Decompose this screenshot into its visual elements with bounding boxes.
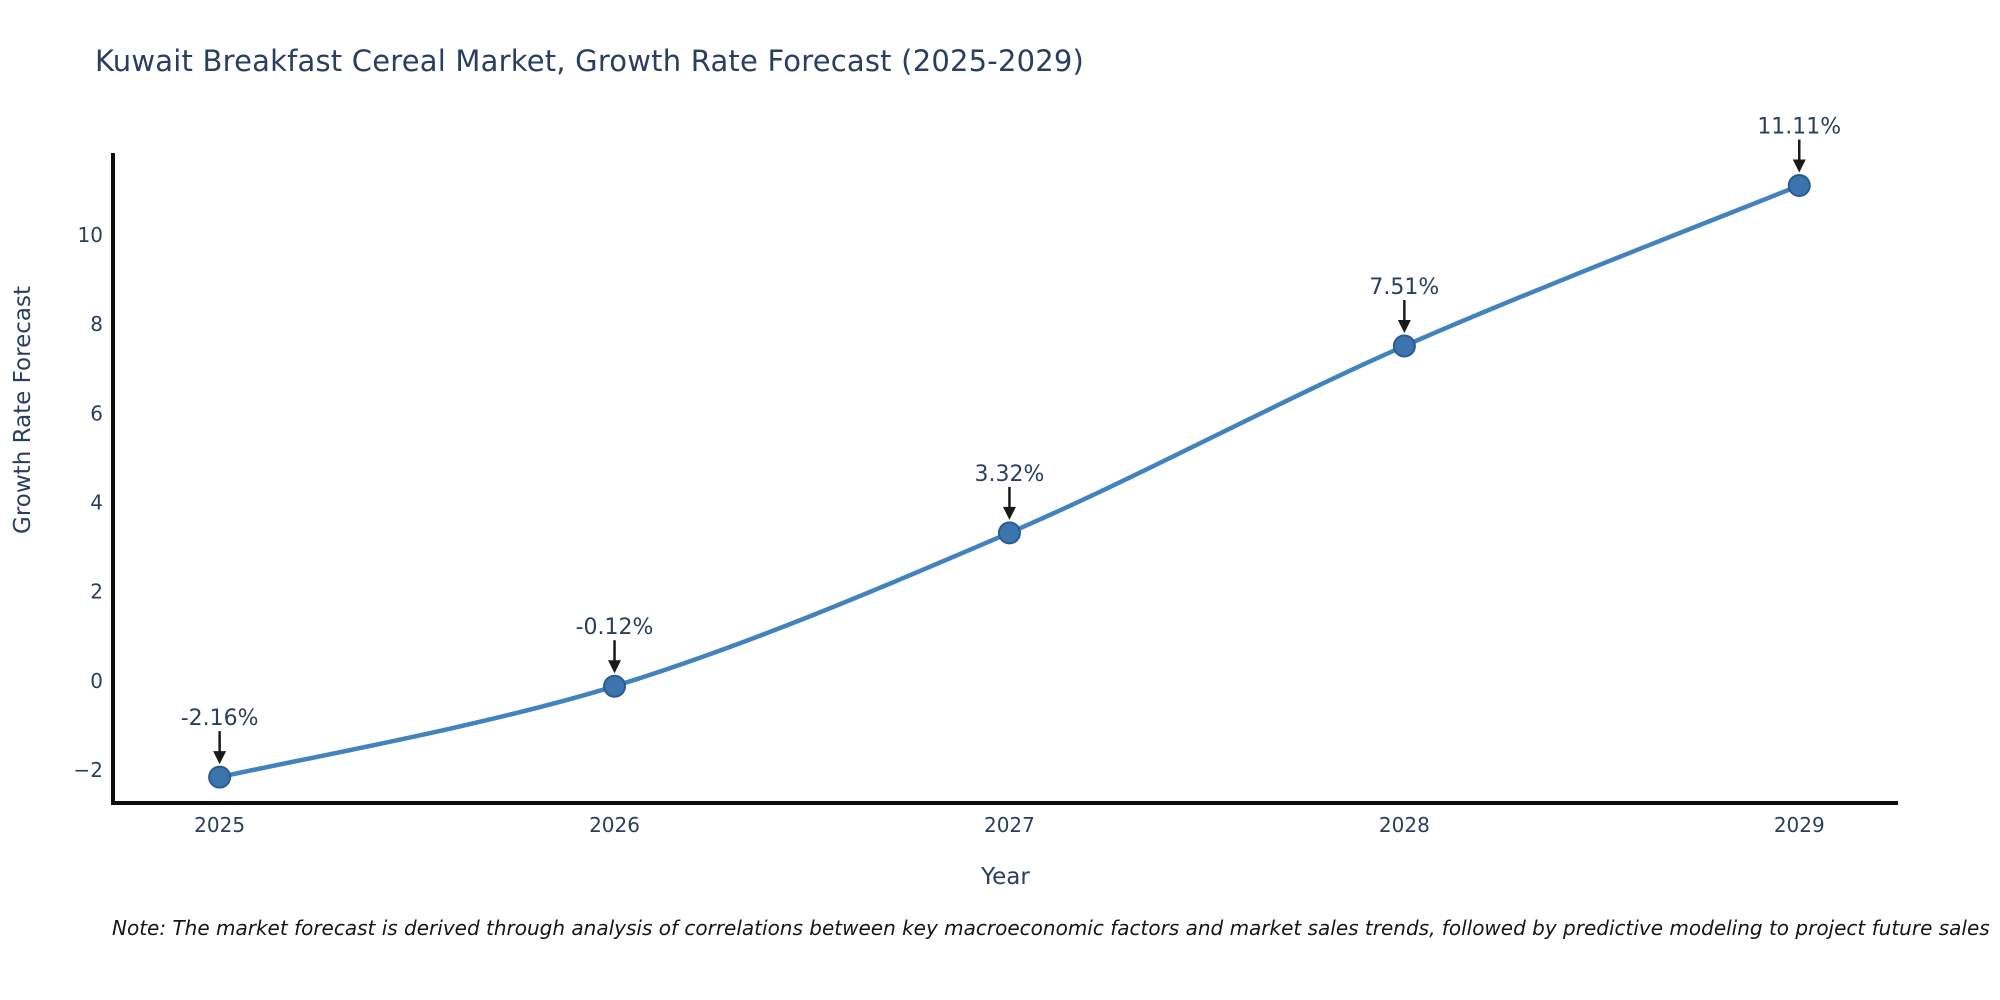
- y-tick-label: 2: [90, 580, 103, 604]
- data-point-label: 7.51%: [1369, 275, 1439, 300]
- footnote: Note: The market forecast is derived thr…: [112, 916, 1990, 940]
- annotation-arrowhead: [1397, 320, 1411, 334]
- y-tick-label: −2: [74, 758, 103, 782]
- data-point-label: 11.11%: [1757, 115, 1841, 140]
- chart-title: Kuwait Breakfast Cereal Market, Growth R…: [95, 44, 1085, 78]
- data-point-label: 3.32%: [975, 462, 1045, 487]
- y-tick-label: 6: [90, 401, 103, 425]
- data-point-marker: [997, 521, 1021, 545]
- data-point-marker: [208, 765, 232, 789]
- x-tick-label: 2027: [984, 813, 1035, 837]
- x-tick-label: 2029: [1774, 813, 1825, 837]
- annotation-arrowhead: [213, 751, 227, 765]
- y-axis-title: Growth Rate Forecast: [10, 286, 36, 534]
- y-tick-label: 8: [90, 312, 103, 336]
- data-point-marker: [1787, 174, 1811, 198]
- annotation-arrowhead: [1792, 159, 1806, 173]
- y-tick-label: 10: [78, 223, 103, 247]
- data-point-marker: [1392, 334, 1416, 358]
- y-tick-label: 4: [90, 491, 103, 515]
- annotation-arrowhead: [608, 660, 622, 674]
- x-axis-title: Year: [980, 864, 1030, 890]
- data-point-label: -0.12%: [576, 615, 654, 640]
- data-point-marker: [603, 674, 627, 698]
- y-tick-label: 0: [90, 669, 103, 693]
- x-tick-label: 2028: [1379, 813, 1430, 837]
- annotation-arrowhead: [1002, 506, 1016, 520]
- x-tick-label: 2026: [589, 813, 640, 837]
- x-tick-label: 2025: [194, 813, 245, 837]
- data-point-label: -2.16%: [181, 706, 259, 731]
